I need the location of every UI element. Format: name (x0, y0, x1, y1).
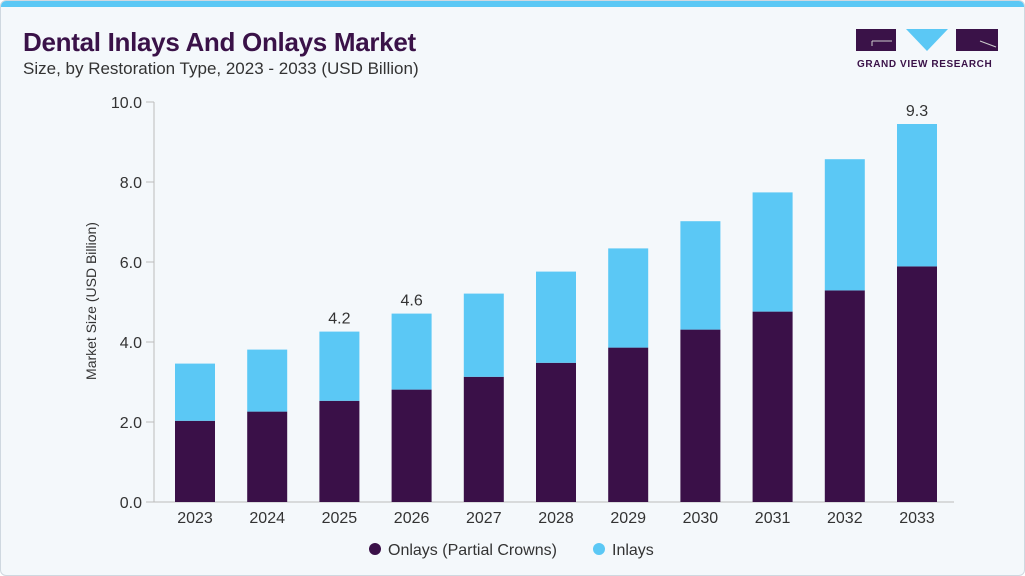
legend-label: Onlays (Partial Crowns) (388, 542, 557, 559)
x-tick-label: 2026 (394, 510, 430, 527)
y-tick-label: 0.0 (120, 495, 142, 512)
data-label: 4.6 (400, 293, 422, 310)
logo-text: GRAND VIEW RESEARCH (857, 59, 993, 70)
chart-subtitle: Size, by Restoration Type, 2023 - 2033 (… (23, 59, 419, 78)
x-tick-label: 2032 (827, 510, 863, 527)
bar-onlays-2024 (247, 411, 288, 502)
bar-inlays-2033 (897, 124, 937, 267)
y-tick-label: 10.0 (111, 95, 142, 112)
bar-inlays-2032 (824, 159, 865, 291)
y-tick-label: 4.0 (120, 335, 142, 352)
bar-onlays-2025 (319, 400, 360, 502)
bar-inlays-2027 (463, 293, 504, 377)
x-tick-label: 2024 (249, 510, 285, 527)
bar-onlays-2026 (391, 389, 432, 502)
bar-onlays-2029 (608, 347, 649, 502)
bar-inlays-2025 (319, 331, 360, 401)
legend-marker-0 (369, 543, 381, 555)
bar-onlays-2028 (536, 362, 576, 502)
bar-onlays-2033 (897, 266, 937, 502)
chart-title: Dental Inlays And Onlays Market (23, 27, 416, 57)
x-tick-label: 2030 (683, 510, 719, 527)
x-tick-label: 2031 (755, 510, 791, 527)
x-tick-label: 2033 (899, 510, 935, 527)
bar-onlays-2027 (463, 376, 504, 502)
y-axis-title: Market Size (USD Billion) (83, 222, 99, 380)
bar-inlays-2028 (536, 271, 576, 363)
data-label: 4.2 (328, 311, 350, 328)
x-tick-label: 2023 (177, 510, 213, 527)
accent-bar (1, 1, 1024, 7)
bar-onlays-2031 (752, 311, 793, 502)
x-tick-label: 2027 (466, 510, 502, 527)
data-label: 9.3 (906, 103, 928, 120)
bar-inlays-2024 (247, 349, 288, 412)
bar-inlays-2029 (608, 248, 649, 348)
y-tick-label: 6.0 (120, 255, 142, 272)
grand-view-research-logo (856, 29, 998, 51)
bar-inlays-2023 (175, 363, 215, 421)
x-tick-label: 2025 (322, 510, 358, 527)
bar-inlays-2026 (391, 313, 432, 390)
x-tick-label: 2028 (538, 510, 574, 527)
bar-inlays-2030 (680, 221, 721, 330)
y-tick-label: 8.0 (120, 175, 142, 192)
legend-marker-1 (593, 543, 605, 555)
y-tick-label: 2.0 (120, 415, 142, 432)
bar-onlays-2023 (175, 420, 215, 502)
bar-inlays-2031 (752, 192, 793, 312)
x-tick-label: 2029 (610, 510, 646, 527)
bar-onlays-2032 (824, 290, 865, 502)
bar-onlays-2030 (680, 329, 721, 502)
legend-label: Inlays (612, 542, 654, 559)
